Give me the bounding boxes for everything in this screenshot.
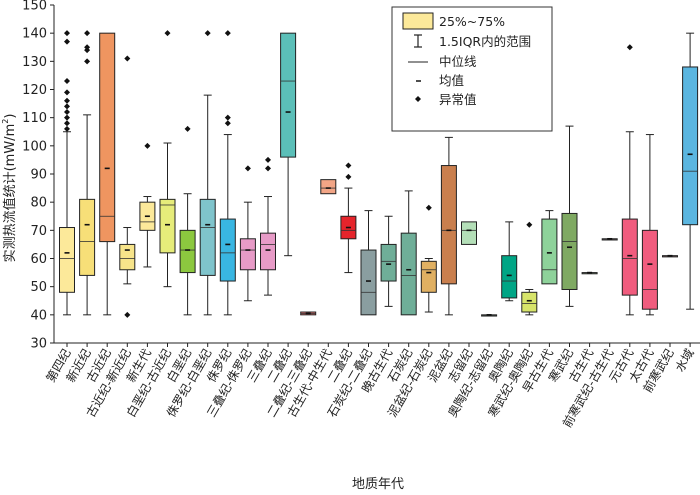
iqr-box bbox=[521, 291, 538, 313]
category-label: 水域 bbox=[673, 347, 697, 375]
iqr-box bbox=[682, 66, 699, 226]
outlier-point bbox=[204, 30, 211, 37]
y-tick-label: 150 bbox=[22, 0, 47, 14]
iqr-box bbox=[239, 238, 256, 271]
outlier-point bbox=[64, 30, 70, 37]
outlier-point bbox=[244, 165, 251, 172]
box-group: 水域 bbox=[673, 32, 699, 375]
outlier-point bbox=[425, 204, 432, 211]
iqr-box bbox=[541, 218, 558, 285]
y-tick-label: 130 bbox=[22, 55, 47, 70]
outlier-point bbox=[64, 38, 70, 45]
iqr-box bbox=[561, 212, 578, 290]
iqr-box bbox=[400, 232, 417, 316]
y-tick-label: 90 bbox=[30, 168, 47, 183]
y-tick-label: 30 bbox=[30, 337, 47, 352]
iqr-box bbox=[501, 255, 518, 299]
outlier-point bbox=[345, 162, 352, 169]
outlier-point bbox=[84, 58, 91, 65]
outlier-point bbox=[526, 221, 533, 228]
iqr-box bbox=[320, 179, 337, 195]
legend-outlier-label: 异常值 bbox=[439, 92, 477, 107]
outlier-point bbox=[144, 142, 151, 149]
outlier-point bbox=[265, 156, 271, 163]
y-tick-label: 140 bbox=[22, 27, 47, 42]
outlier-point bbox=[345, 173, 352, 180]
outlier-point bbox=[64, 103, 70, 110]
outlier-point bbox=[626, 44, 633, 51]
iqr-box bbox=[260, 232, 276, 271]
outlier-point bbox=[124, 311, 131, 318]
outlier-point bbox=[224, 30, 231, 37]
iqr-box bbox=[380, 243, 397, 282]
legend-box-label: 25%~75% bbox=[439, 14, 505, 29]
iqr-box bbox=[280, 32, 297, 158]
iqr-box bbox=[219, 218, 236, 282]
iqr-box bbox=[119, 243, 136, 271]
iqr-box bbox=[179, 229, 196, 274]
iqr-box bbox=[360, 249, 377, 316]
y-tick-label: 40 bbox=[30, 308, 47, 323]
outlier-point bbox=[64, 120, 70, 127]
y-tick-label: 70 bbox=[30, 224, 47, 239]
iqr-box bbox=[59, 227, 75, 293]
outlier-point bbox=[64, 125, 70, 132]
iqr-box bbox=[99, 32, 116, 243]
y-axis-title-sup: 2 bbox=[1, 119, 10, 124]
outlier-point bbox=[64, 97, 70, 104]
legend-mean-label: 均值 bbox=[439, 73, 464, 88]
iqr-box bbox=[159, 198, 176, 254]
outlier-point bbox=[64, 114, 70, 121]
iqr-box bbox=[440, 165, 457, 285]
outlier-point bbox=[84, 30, 91, 37]
iqr-box bbox=[79, 198, 96, 276]
outlier-point bbox=[64, 89, 70, 96]
box-group: 元古代 bbox=[605, 44, 638, 385]
box-group: 第四纪 bbox=[43, 30, 75, 385]
y-axis-title-tail: ) bbox=[3, 114, 18, 119]
x-axis-title: 地质年代 bbox=[352, 477, 404, 492]
legend-whisker-label: 1.5IQR内的范围 bbox=[439, 34, 531, 49]
legend-whisker-symbol bbox=[414, 34, 422, 48]
iqr-box bbox=[621, 218, 638, 296]
y-tick-label: 110 bbox=[22, 111, 47, 126]
iqr-box bbox=[461, 221, 477, 245]
outlier-point bbox=[164, 30, 171, 37]
outlier-point bbox=[64, 78, 70, 85]
legend-median-label: 中位线 bbox=[439, 54, 477, 69]
y-tick-label: 80 bbox=[30, 196, 47, 211]
outlier-point bbox=[84, 44, 91, 51]
y-axis-title-main: 实测热流值统计(mW/m bbox=[2, 124, 18, 263]
y-axis-title: 实测热流值统计(mW/m2) bbox=[1, 114, 18, 263]
legend-box-swatch bbox=[402, 12, 434, 30]
legend-outlier-symbol bbox=[415, 96, 421, 102]
y-tick-label: 100 bbox=[22, 139, 47, 154]
box-group: 二叠纪 bbox=[265, 32, 297, 385]
iqr-box bbox=[199, 198, 216, 276]
iqr-box bbox=[641, 229, 658, 310]
outlier-point bbox=[184, 125, 191, 132]
iqr-box bbox=[420, 260, 437, 293]
outlier-point bbox=[265, 165, 271, 172]
plot-area: 30405060708090100110120130140150第四纪新近纪古近… bbox=[22, 0, 700, 430]
outlier-point bbox=[224, 120, 231, 127]
y-tick-label: 50 bbox=[30, 280, 47, 295]
outlier-point bbox=[224, 114, 231, 121]
legend: 25%~75% 1.5IQR内的范围 中位线 均值 异常值 bbox=[391, 6, 553, 132]
outlier-point bbox=[64, 109, 70, 116]
y-tick-label: 120 bbox=[22, 83, 47, 98]
y-tick-label: 60 bbox=[30, 252, 47, 267]
outlier-point bbox=[124, 55, 131, 62]
